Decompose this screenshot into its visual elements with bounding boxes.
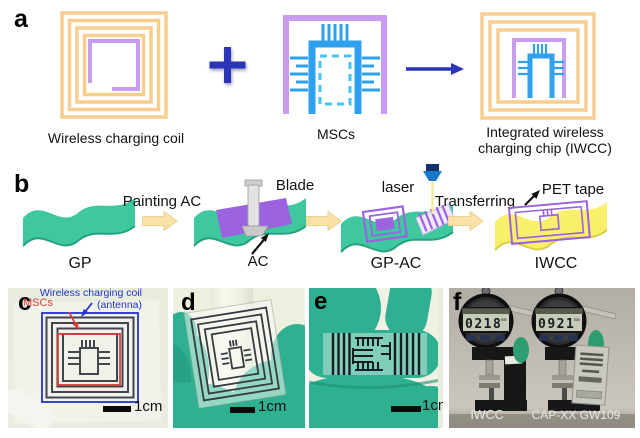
coil-annotation-arrow-icon — [81, 302, 93, 317]
mscs-annotation: MSCs — [23, 297, 53, 309]
photo-panel-c: c Wireless charging coil (antenna) MSCs … — [8, 288, 168, 428]
gp-caption: GP — [68, 255, 92, 272]
thickness-gauge-left: 0218 mm — [458, 288, 542, 411]
glove-wrapped-device — [309, 288, 443, 428]
thickness-gauges: 0218 mm — [449, 288, 635, 428]
scale-bar — [230, 407, 255, 413]
gp-ac-sheet — [340, 203, 456, 253]
painting-ac-label: Painting AC — [122, 193, 202, 210]
panel-a-label: a — [14, 5, 28, 33]
msc-schematic — [283, 15, 387, 114]
process-arrow-icon — [448, 211, 484, 231]
scale-label: 1cm — [134, 398, 163, 415]
msc-outline-box — [57, 333, 121, 386]
gpac-caption: GP-AC — [370, 255, 422, 272]
gauge-unit-left: mm — [501, 318, 507, 323]
scale-bar — [391, 406, 421, 412]
arrow-right-icon — [406, 63, 464, 75]
iwcc-schematic — [480, 12, 596, 120]
process-arrow-icon — [306, 211, 342, 231]
process-arrow-icon — [142, 211, 178, 231]
glove-and-device — [173, 299, 305, 428]
laser-icon — [423, 164, 442, 214]
plus-icon — [209, 47, 246, 83]
pet-pointer-arrow-icon — [524, 190, 540, 206]
transferring-label: Transferring — [434, 193, 516, 210]
iwcc-on-pet-sheet — [494, 200, 608, 251]
iwcc-device-photo-overlay — [41, 312, 139, 403]
ac-coated-sheet — [193, 179, 306, 247]
mscs-annotation-arrow-icon — [68, 311, 79, 330]
ac-label: AC — [247, 253, 269, 270]
ac-pointer-arrow-icon — [251, 233, 269, 255]
iwcc-device-label: IWCC — [470, 408, 504, 422]
blade-label: Blade — [275, 177, 315, 194]
iwcc-b-caption: IWCC — [534, 255, 578, 272]
coil-outline-box — [41, 312, 139, 403]
coil-annotation: Wireless charging coil (antenna) — [34, 288, 142, 311]
gauge-unit-right: mm — [574, 318, 580, 323]
gauge-reading-right: 0921 — [538, 317, 575, 332]
background-strip — [438, 288, 443, 428]
coil-annotation-line1: Wireless charging coil — [39, 288, 142, 299]
panel-f-label: f — [453, 288, 462, 316]
scale-label: 1cm — [422, 397, 443, 414]
capxx-device-label: CAP-XX GW109 — [531, 408, 621, 422]
gp-sheet — [22, 198, 136, 247]
flexible-iwcc-device — [183, 299, 287, 409]
wireless-charging-coil-schematic — [60, 11, 168, 119]
panel-b-label: b — [14, 170, 30, 198]
photo-panel-d: d 1cm — [173, 288, 305, 428]
laser-label: laser — [381, 179, 415, 196]
pet-tape-label: PET tape — [541, 181, 605, 198]
panel-e-label: e — [314, 288, 328, 315]
scale-bar — [103, 406, 131, 412]
coil-annotation-line2: (antenna) — [97, 298, 142, 311]
coil-caption: Wireless charging coil — [47, 130, 185, 146]
iwcc-caption-line1: Integrated wireless — [486, 124, 604, 140]
green-glove-fragment — [513, 337, 529, 363]
msc-pattern — [352, 337, 391, 371]
wrapped-film — [323, 333, 427, 375]
coil-rings — [331, 333, 421, 375]
iwcc-caption-line2: charging chip (IWCC) — [478, 140, 612, 157]
photo-panel-f: 0218 mm — [449, 288, 635, 428]
iwcc-caption: Integrated wireless charging chip (IWCC) — [452, 124, 638, 156]
capxx-package — [571, 344, 610, 406]
msc-pattern — [68, 340, 110, 375]
photo-panel-e: e 1cm — [309, 288, 443, 428]
mscs-caption: MSCs — [316, 126, 356, 142]
blade-icon — [241, 179, 269, 237]
gauge-reading-left: 0218 — [465, 317, 502, 332]
scale-label: 1cm — [258, 398, 287, 415]
panel-d-label: d — [181, 289, 196, 316]
panel-c-label: c — [18, 289, 32, 316]
